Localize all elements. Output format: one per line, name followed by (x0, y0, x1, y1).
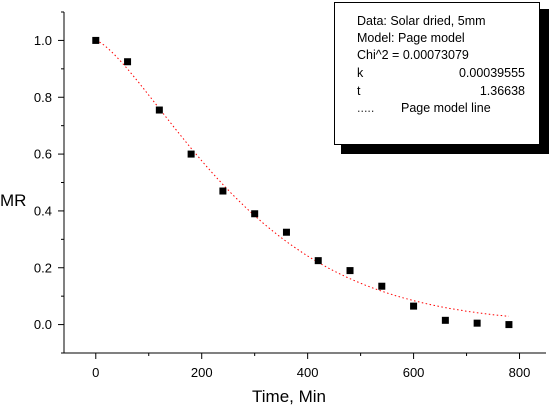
data-point (251, 210, 259, 218)
data-point (441, 316, 449, 324)
data-point (219, 187, 227, 195)
legend-t-value: 1.36638 (479, 84, 525, 98)
data-points-layer (92, 36, 513, 329)
x-axis-title: Time, Min (252, 387, 326, 406)
legend-box: Data: Solar dried, 5mm Model: Page model… (334, 2, 540, 145)
y-tick-label: 1.0 (34, 33, 52, 48)
data-point (282, 228, 290, 236)
y-tick-label: 0.6 (34, 147, 52, 162)
data-point (155, 106, 163, 114)
legend-k-value: 0.00039555 (458, 66, 525, 80)
legend-t-label: t (357, 84, 361, 98)
legend-line-label: Page model line (401, 101, 491, 115)
x-tick-label: 0 (92, 365, 99, 380)
data-point (314, 257, 322, 265)
data-point (92, 36, 100, 44)
data-point (473, 319, 481, 327)
data-point (378, 282, 386, 290)
data-point (410, 302, 418, 310)
legend-data-label: Data: Solar dried, 5mm (357, 14, 486, 28)
y-tick-label: 0.0 (34, 317, 52, 332)
data-point (124, 58, 132, 66)
x-tick-label: 400 (297, 365, 319, 380)
x-tick-label: 800 (509, 365, 531, 380)
legend-k-label: k (357, 66, 364, 80)
x-tick-label: 600 (403, 365, 425, 380)
axes: 0 200 400 600 800 0.0 0.2 0.4 0.6 0.8 1.0 (34, 11, 546, 380)
data-point (505, 321, 513, 329)
y-tick-label: 0.4 (34, 203, 52, 218)
legend-model-label: Model: Page model (357, 31, 465, 45)
legend-chi-square: Chi^2 = 0.00073079 (357, 48, 469, 62)
y-axis-title: MR (0, 191, 26, 210)
data-point (187, 150, 195, 158)
x-tick-label: 200 (191, 365, 213, 380)
y-tick-label: 0.8 (34, 90, 52, 105)
data-point (346, 267, 354, 275)
y-tick-label: 0.2 (34, 260, 52, 275)
legend-line-marker: ..... (357, 101, 375, 115)
